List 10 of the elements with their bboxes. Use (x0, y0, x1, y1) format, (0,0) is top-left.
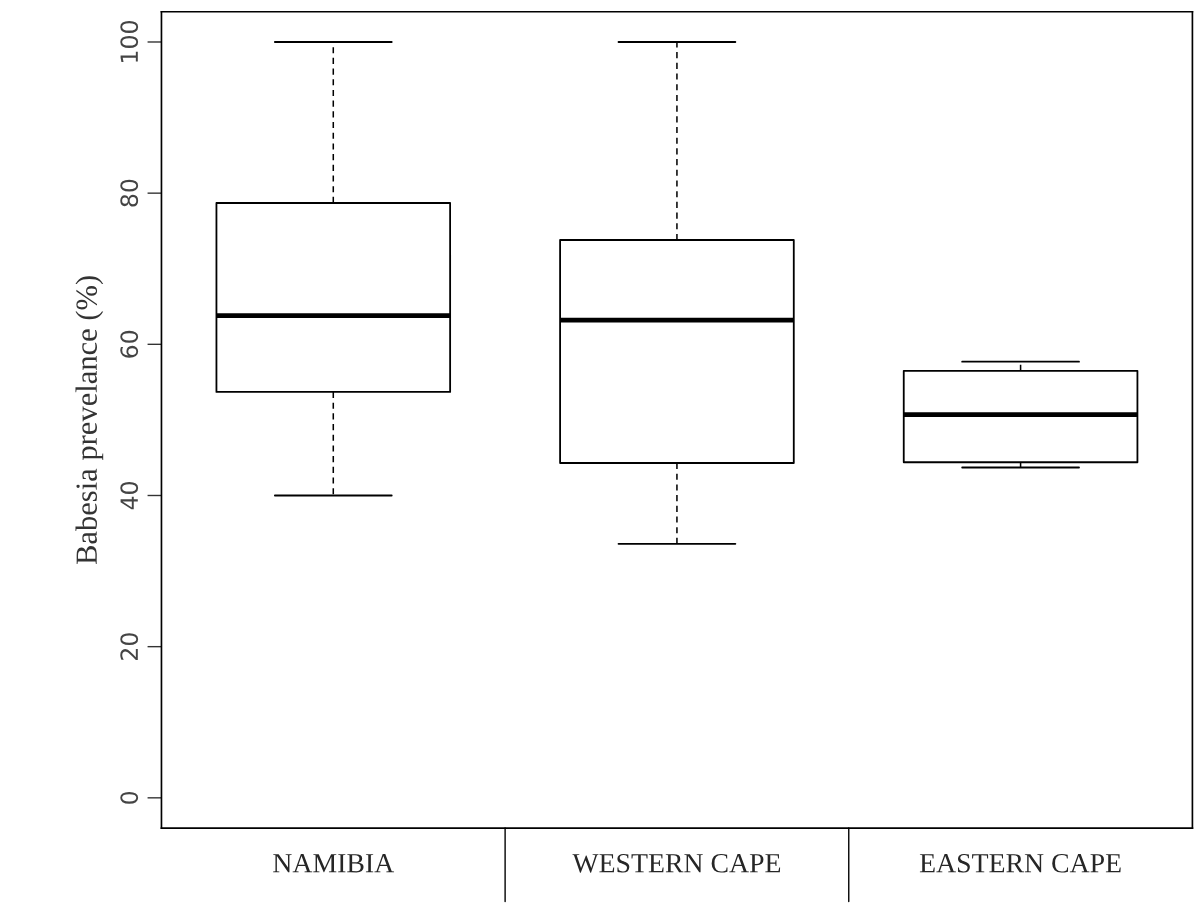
y-tick-label: 100 (120, 21, 139, 62)
y-axis-title: Babesia prevelance (%) (75, 276, 104, 565)
y-tick-label: 40 (120, 482, 139, 510)
y-tick-label: 0 (120, 791, 139, 804)
x-tick-label: WESTERN CAPE (572, 853, 781, 873)
x-tick-label: NAMIBIA (273, 854, 395, 873)
x-tick-label: EASTERN CAPE (919, 853, 1121, 873)
y-tick-label: 80 (120, 179, 139, 207)
y-tick-label: 60 (120, 330, 139, 358)
y-tick-label: 20 (120, 633, 139, 660)
